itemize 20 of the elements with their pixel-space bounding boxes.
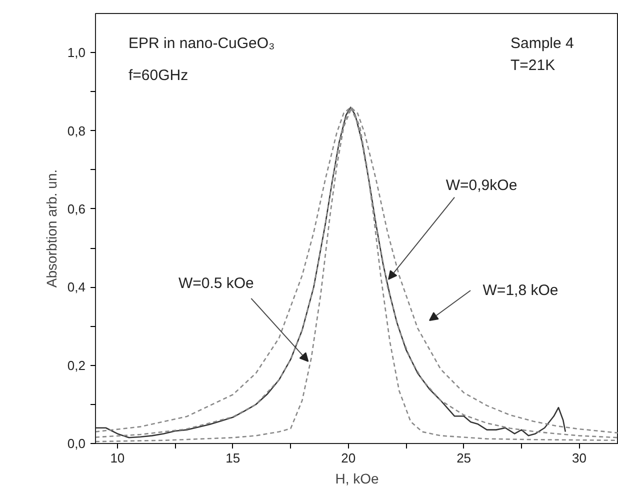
y-tick-label: 0,4	[67, 280, 86, 295]
y-tick-label: 1,0	[67, 45, 86, 60]
y-tick-label: 0,0	[67, 436, 86, 451]
x-axis-title: H, kOe	[335, 470, 379, 486]
annotation: f=60GHz	[128, 67, 188, 84]
y-tick-label: 0,6	[67, 201, 86, 216]
annotation: T=21K	[510, 57, 556, 74]
x-tick-label: 20	[341, 450, 356, 466]
x-tick-label: 15	[226, 450, 240, 466]
y-tick-label: 0,8	[67, 123, 86, 138]
annotation: Sample 4	[510, 35, 574, 52]
annotation: W=1,8 kOe	[482, 282, 558, 299]
x-tick-label: 25	[456, 450, 472, 466]
annotation: EPR in nano-CuGeO₃	[128, 35, 275, 52]
y-axis-title: Absorbtion arb. un.	[43, 169, 60, 288]
x-tick-label: 10	[110, 450, 125, 466]
x-tick-label: 30	[572, 450, 586, 466]
annotation: W=0,9kOe	[446, 176, 518, 194]
y-tick-label: 0,2	[67, 358, 86, 373]
annotation: W=0.5 kOe	[178, 274, 254, 292]
